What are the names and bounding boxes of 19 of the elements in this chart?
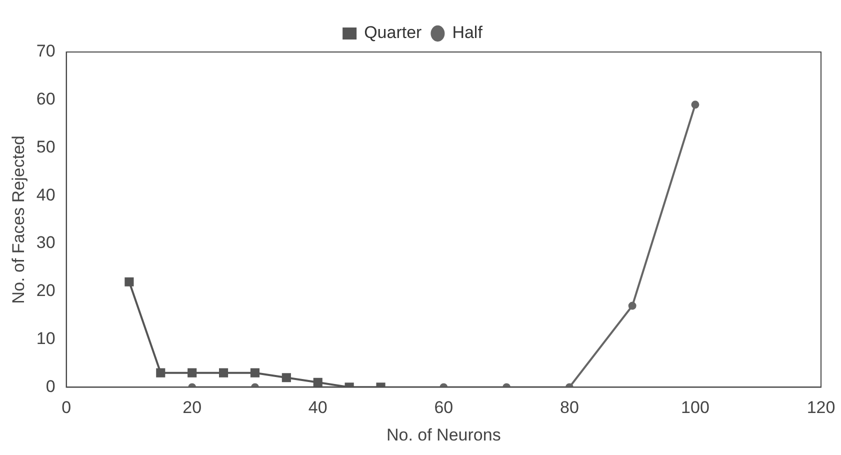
x-tick-label: 20 [182,398,202,418]
legend-label: Half [452,23,483,42]
y-tick-label: 70 [36,42,56,61]
y-axis-title: No. of Faces Rejected [8,136,28,304]
y-tick-label: 0 [46,376,56,396]
x-tick-label: 100 [681,398,710,418]
x-tick-label: 0 [62,398,72,418]
x-tick-label: 80 [560,398,579,418]
y-tick-label: 40 [36,185,56,204]
y-tick-label: 10 [36,329,56,348]
legend-label: Quarter [364,23,422,42]
y-tick-label: 30 [36,233,56,252]
x-tick-label: 120 [806,398,836,418]
y-tick-label: 20 [36,281,56,300]
x-tick-label: 40 [308,398,328,418]
y-tick-label: 60 [36,90,56,109]
x-axis-title: No. of Neurons [386,425,501,444]
x-tick-label: 60 [434,398,454,418]
y-tick-label: 50 [36,137,56,156]
